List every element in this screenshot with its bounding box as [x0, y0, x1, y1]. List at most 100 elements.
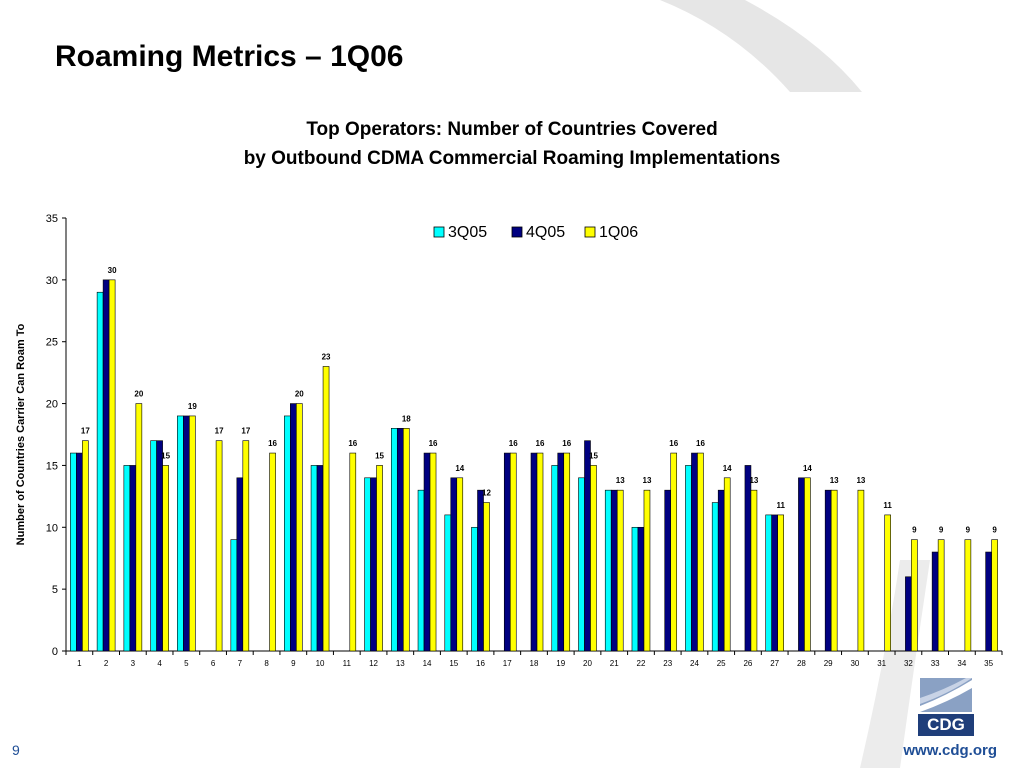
bar-4Q05: [985, 551, 992, 652]
x-tick-label: 32: [904, 659, 913, 668]
bar-3Q05: [765, 514, 772, 652]
data-label: 9: [939, 526, 944, 535]
bar-1Q06: [322, 366, 330, 652]
bar-4Q05: [530, 452, 538, 652]
x-tick-label: 21: [610, 659, 619, 668]
data-label: 13: [830, 476, 839, 485]
data-label: 15: [161, 451, 170, 460]
data-label: 13: [856, 476, 865, 485]
bar-1Q06: [296, 403, 303, 652]
y-tick-label: 30: [46, 275, 58, 287]
bar-1Q06: [723, 477, 731, 652]
logo-mark-icon: [920, 678, 972, 712]
data-label: 23: [322, 352, 331, 361]
bar-4Q05: [156, 440, 163, 652]
bar-1Q06: [804, 477, 811, 652]
x-tick-label: 23: [663, 659, 672, 668]
data-label: 16: [509, 439, 518, 448]
data-label: 13: [749, 476, 758, 485]
data-label: 9: [912, 526, 917, 535]
y-tick-label: 5: [52, 584, 58, 596]
bar-1Q06: [376, 465, 383, 652]
data-label: 16: [562, 439, 571, 448]
data-label: 14: [723, 464, 732, 473]
website-link[interactable]: www.cdg.org: [903, 742, 997, 759]
bar-1Q06: [857, 489, 865, 652]
legend-swatch-1Q06: [584, 226, 596, 238]
logo-text: CDG: [918, 714, 974, 736]
bar-3Q05: [444, 514, 452, 652]
bar-1Q06: [590, 465, 597, 652]
bar-4Q05: [664, 489, 672, 652]
bar-4Q05: [76, 452, 83, 652]
bar-1Q06: [991, 539, 998, 652]
bar-4Q05: [370, 477, 377, 652]
data-label: 20: [134, 390, 143, 399]
bar-1Q06: [429, 452, 437, 652]
x-tick-label: 29: [824, 659, 833, 668]
x-tick-label: 18: [530, 659, 539, 668]
bar-1Q06: [937, 539, 945, 652]
data-label: 18: [402, 414, 411, 423]
x-tick-label: 22: [637, 659, 646, 668]
x-tick-label: 35: [984, 659, 993, 668]
bar-4Q05: [637, 526, 645, 652]
bar-1Q06: [456, 477, 464, 652]
bar-1Q06: [269, 452, 276, 652]
bar-1Q06: [242, 440, 250, 652]
x-tick-label: 8: [264, 659, 269, 668]
x-tick-label: 30: [850, 659, 859, 668]
bar-1Q06: [349, 452, 357, 652]
bar-3Q05: [685, 465, 692, 652]
bar-3Q05: [631, 526, 639, 652]
bar-3Q05: [711, 502, 719, 652]
bar-1Q06: [616, 489, 624, 652]
legend-label-1Q06: 1Q06: [599, 224, 638, 241]
bar-1Q06: [750, 489, 758, 652]
bar-4Q05: [183, 415, 190, 652]
bar-1Q06: [189, 415, 196, 652]
bar-4Q05: [503, 452, 511, 652]
bar-1Q06: [563, 452, 571, 652]
data-label: 16: [429, 439, 438, 448]
bar-1Q06: [777, 514, 784, 652]
bar-1Q06: [135, 403, 143, 652]
y-tick-label: 0: [52, 646, 58, 658]
bar-4Q05: [584, 440, 591, 652]
x-tick-label: 19: [556, 659, 565, 668]
legend-label-4Q05: 4Q05: [526, 224, 565, 241]
bar-4Q05: [236, 477, 244, 652]
bar-3Q05: [390, 428, 398, 652]
data-label: 16: [696, 439, 705, 448]
bar-4Q05: [744, 465, 752, 652]
x-tick-label: 11: [343, 659, 352, 668]
bar-4Q05: [450, 477, 458, 652]
x-tick-label: 5: [184, 659, 189, 668]
data-label: 19: [188, 402, 197, 411]
x-tick-label: 33: [931, 659, 940, 668]
bar-4Q05: [102, 279, 110, 652]
data-label: 14: [455, 464, 464, 473]
data-label: 15: [589, 451, 598, 460]
bar-4Q05: [691, 452, 698, 652]
bar-3Q05: [96, 291, 104, 652]
bar-3Q05: [364, 477, 371, 652]
data-label: 16: [669, 439, 678, 448]
bar-4Q05: [423, 452, 431, 652]
bar-4Q05: [316, 465, 324, 652]
bar-1Q06: [108, 279, 116, 652]
bar-4Q05: [610, 489, 618, 652]
data-label: 17: [241, 427, 250, 436]
bar-4Q05: [477, 489, 484, 652]
bar-4Q05: [290, 403, 297, 652]
x-tick-label: 9: [291, 659, 296, 668]
data-label: 11: [776, 501, 785, 510]
x-tick-label: 2: [104, 659, 109, 668]
bar-1Q06: [483, 502, 490, 652]
bar-3Q05: [471, 526, 478, 652]
data-label: 16: [348, 439, 357, 448]
data-label: 30: [108, 266, 117, 275]
bar-1Q06: [964, 539, 972, 652]
data-label: 13: [643, 476, 652, 485]
